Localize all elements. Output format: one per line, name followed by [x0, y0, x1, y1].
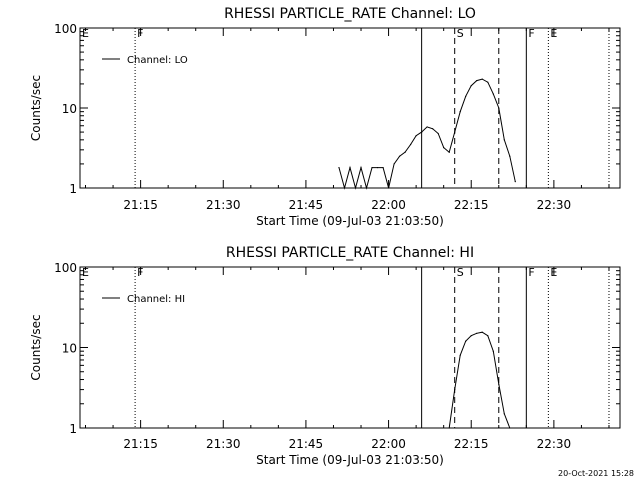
- x-tick-label: 22:00: [371, 198, 406, 212]
- data-point: [514, 181, 516, 183]
- chart-panel-1: RHESSI PARTICLE_RATE Channel: LO 1 10 100 Co…: [29, 6, 621, 228]
- data-point: [415, 135, 417, 137]
- data-point: [476, 80, 478, 82]
- data-point: [448, 427, 450, 429]
- data-point: [470, 335, 472, 337]
- data-point: [470, 85, 472, 87]
- data-point: [404, 151, 406, 153]
- x-tick-label: 22:15: [454, 437, 489, 451]
- y-tick-label: 1: [69, 182, 77, 196]
- data-point: [487, 335, 489, 337]
- legend-label: Channel: HI: [127, 294, 185, 305]
- data-point: [481, 331, 483, 333]
- x-tick-label: 21:30: [206, 437, 241, 451]
- x-tick-label: 22:00: [371, 437, 406, 451]
- marker-label: E: [82, 27, 89, 40]
- data-point: [343, 187, 346, 189]
- data-point: [387, 187, 390, 189]
- data-point: [393, 163, 395, 165]
- x-tick-label: 21:30: [206, 198, 241, 212]
- marker-label: E: [82, 266, 89, 279]
- y-tick-label: 1: [69, 422, 77, 436]
- x-tick-label: 21:15: [123, 198, 158, 212]
- marker-label: F: [137, 266, 143, 279]
- series-line: [448, 331, 511, 429]
- data-point: [398, 155, 401, 157]
- plot-frame: [79, 266, 621, 429]
- y-tick-label: 100: [54, 261, 77, 275]
- data-point: [503, 139, 505, 141]
- plot-frame: [79, 27, 621, 189]
- legend-label: Channel: LO: [127, 55, 188, 66]
- footer-timestamp: 20-Oct-2021 15:28: [558, 469, 634, 478]
- marker-label: F: [528, 27, 534, 40]
- data-point: [349, 166, 351, 169]
- data-point: [503, 413, 505, 415]
- x-tick-label: 22:30: [537, 198, 572, 212]
- data-point: [465, 95, 467, 97]
- chart-panel-2: RHESSI PARTICLE_RATE Channel: HI 1 10 100 Co…: [29, 245, 621, 467]
- data-point: [487, 81, 489, 83]
- marker-label: S: [457, 27, 464, 40]
- marker-label: E: [550, 27, 557, 40]
- data-point: [465, 340, 467, 342]
- data-point: [454, 388, 456, 391]
- x-tick-label: 21:45: [289, 198, 324, 212]
- data-point: [371, 166, 373, 169]
- marker-label: F: [528, 266, 534, 279]
- data-point: [448, 151, 450, 153]
- data-point: [476, 332, 478, 334]
- series-line: [338, 78, 516, 190]
- y-axis-label: Counts/sec: [29, 314, 43, 380]
- data-point: [426, 126, 428, 128]
- data-point: [492, 93, 494, 95]
- x-tick-label: 22:15: [454, 198, 489, 212]
- data-point: [360, 166, 362, 169]
- data-point: [354, 187, 357, 189]
- data-point: [338, 166, 340, 169]
- data-point: [443, 146, 445, 149]
- data-point: [498, 107, 500, 109]
- data-point: [376, 166, 379, 169]
- data-point: [509, 155, 511, 157]
- marker-label: E: [550, 266, 557, 279]
- data-point: [459, 354, 461, 356]
- data-point: [421, 131, 423, 133]
- y-axis-label: Counts/sec: [29, 75, 43, 141]
- data-point: [432, 128, 434, 130]
- data-point: [498, 383, 500, 385]
- data-point: [365, 187, 368, 189]
- marker-label: S: [457, 266, 464, 279]
- x-tick-label: 21:15: [123, 437, 158, 451]
- data-point: [492, 350, 494, 352]
- x-axis-label: Start Time (09-Jul-03 21:03:50): [256, 453, 444, 467]
- y-tick-label: 10: [62, 342, 77, 356]
- data-point: [437, 132, 439, 135]
- data-point: [454, 131, 456, 133]
- x-tick-label: 21:45: [289, 437, 324, 451]
- x-tick-label: 22:30: [537, 437, 572, 451]
- chart-title: RHESSI PARTICLE_RATE Channel: LO: [224, 6, 476, 22]
- data-point: [481, 78, 483, 80]
- y-tick-label: 10: [62, 102, 77, 116]
- x-axis-label: Start Time (09-Jul-03 21:03:50): [256, 214, 444, 228]
- chart-title: RHESSI PARTICLE_RATE Channel: HI: [226, 245, 474, 261]
- data-point: [382, 166, 384, 169]
- data-point: [509, 427, 511, 429]
- marker-label: F: [137, 27, 143, 40]
- y-tick-label: 100: [54, 22, 77, 36]
- data-point: [410, 143, 412, 146]
- data-point: [459, 111, 461, 113]
